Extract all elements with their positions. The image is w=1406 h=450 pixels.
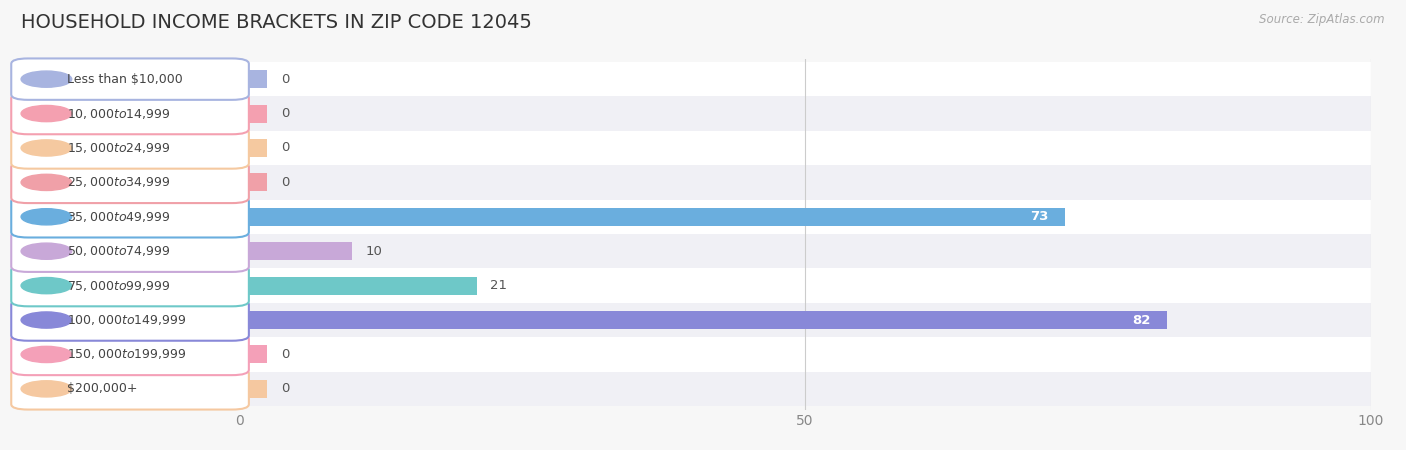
Text: 0: 0 — [281, 107, 290, 120]
Bar — [0, 200, 1371, 234]
Text: $75,000 to $99,999: $75,000 to $99,999 — [67, 279, 172, 292]
Text: HOUSEHOLD INCOME BRACKETS IN ZIP CODE 12045: HOUSEHOLD INCOME BRACKETS IN ZIP CODE 12… — [21, 14, 531, 32]
Text: $200,000+: $200,000+ — [67, 382, 138, 396]
Bar — [239, 311, 1167, 329]
Bar — [0, 303, 1371, 337]
Text: $10,000 to $14,999: $10,000 to $14,999 — [67, 107, 172, 121]
Text: 0: 0 — [281, 348, 290, 361]
Bar — [239, 70, 267, 88]
Bar — [239, 173, 267, 191]
Text: 0: 0 — [281, 141, 290, 154]
Text: $15,000 to $24,999: $15,000 to $24,999 — [67, 141, 172, 155]
Text: $25,000 to $34,999: $25,000 to $34,999 — [67, 176, 172, 189]
Text: 82: 82 — [1132, 314, 1150, 327]
Text: $50,000 to $74,999: $50,000 to $74,999 — [67, 244, 172, 258]
Text: Less than $10,000: Less than $10,000 — [67, 72, 183, 86]
Bar — [0, 165, 1371, 200]
Bar — [239, 139, 267, 157]
Text: 21: 21 — [491, 279, 508, 292]
Text: 0: 0 — [281, 382, 290, 396]
Text: Source: ZipAtlas.com: Source: ZipAtlas.com — [1260, 14, 1385, 27]
Text: $100,000 to $149,999: $100,000 to $149,999 — [67, 313, 187, 327]
Bar — [0, 372, 1371, 406]
Bar — [0, 234, 1371, 268]
Bar — [239, 346, 267, 364]
Text: 0: 0 — [281, 72, 290, 86]
Bar — [0, 337, 1371, 372]
Text: 73: 73 — [1031, 210, 1049, 223]
Bar — [0, 131, 1371, 165]
Text: 0: 0 — [281, 176, 290, 189]
Text: 10: 10 — [366, 245, 382, 258]
Bar — [239, 277, 477, 295]
Bar — [239, 242, 352, 260]
Bar — [239, 380, 267, 398]
Text: $35,000 to $49,999: $35,000 to $49,999 — [67, 210, 172, 224]
Bar — [0, 96, 1371, 131]
Bar — [0, 62, 1371, 96]
Bar — [0, 268, 1371, 303]
Text: $150,000 to $199,999: $150,000 to $199,999 — [67, 347, 187, 361]
Bar — [239, 208, 1066, 226]
Bar — [239, 104, 267, 122]
